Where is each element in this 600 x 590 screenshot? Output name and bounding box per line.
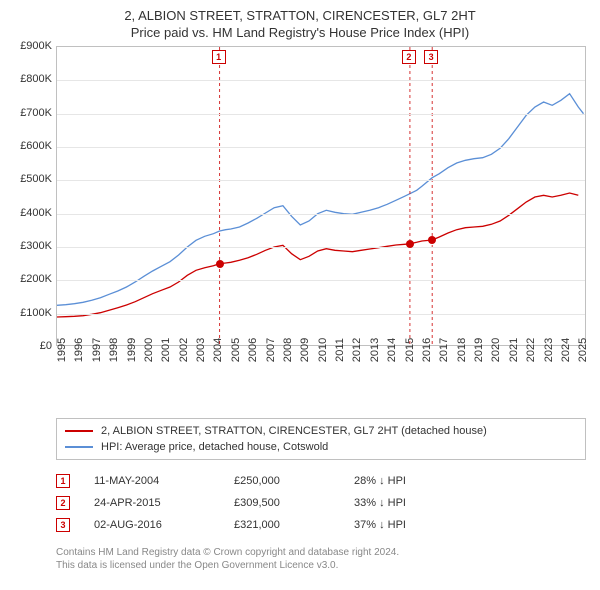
x-tick-label: 2005: [230, 338, 242, 362]
marker-dot: [428, 236, 436, 244]
y-tick-label: £0: [10, 340, 52, 352]
x-tick-label: 2021: [508, 338, 520, 362]
x-tick-label: 2009: [299, 338, 311, 362]
x-tick-label: 2024: [560, 338, 572, 362]
x-tick-label: 2018: [456, 338, 468, 362]
series-line-hpi: [57, 94, 584, 306]
legend-label-hpi: HPI: Average price, detached house, Cots…: [101, 441, 328, 453]
x-tick-label: 2010: [317, 338, 329, 362]
transaction-marker: 3: [56, 518, 70, 532]
gridline: [57, 247, 585, 248]
x-tick-label: 1997: [91, 338, 103, 362]
y-tick-label: £600K: [10, 140, 52, 152]
legend-label-property: 2, ALBION STREET, STRATTON, CIRENCESTER,…: [101, 425, 487, 437]
gridline: [57, 280, 585, 281]
legend-row-property: 2, ALBION STREET, STRATTON, CIRENCESTER,…: [65, 423, 577, 439]
transaction-date: 02-AUG-2016: [94, 519, 234, 531]
chart-area: £0 £100K £200K £300K £400K £500K £600K £700K £80…: [10, 46, 590, 376]
legend-swatch-property: [65, 430, 93, 432]
x-tick-label: 2025: [577, 338, 589, 362]
x-tick-label: 2003: [195, 338, 207, 362]
x-tick-label: 2007: [265, 338, 277, 362]
x-tick-label: 2008: [282, 338, 294, 362]
x-tick-label: 2023: [543, 338, 555, 362]
transaction-marker: 1: [56, 474, 70, 488]
transaction-price: £309,500: [234, 497, 354, 509]
x-tick-label: 2019: [473, 338, 485, 362]
lines-layer: [57, 47, 585, 345]
marker-dot: [406, 240, 414, 248]
x-tick-label: 2011: [334, 338, 346, 362]
x-tick-label: 2020: [490, 338, 502, 362]
x-tick-label: 1999: [126, 338, 138, 362]
x-tick-label: 2012: [351, 338, 363, 362]
y-tick-label: £300K: [10, 240, 52, 252]
x-tick-label: 2000: [143, 338, 155, 362]
marker-dot: [216, 260, 224, 268]
marker-box: 2: [402, 50, 416, 64]
x-tick-label: 2015: [404, 338, 416, 362]
marker-box: 3: [424, 50, 438, 64]
gridline: [57, 180, 585, 181]
x-tick-label: 2014: [386, 338, 398, 362]
transaction-row: 2 24-APR-2015 £309,500 33% ↓ HPI: [56, 492, 586, 514]
transactions-table: 1 11-MAY-2004 £250,000 28% ↓ HPI 2 24-AP…: [56, 470, 586, 536]
title-block: 2, ALBION STREET, STRATTON, CIRENCESTER,…: [10, 8, 590, 40]
y-tick-label: £400K: [10, 207, 52, 219]
title-sub: Price paid vs. HM Land Registry's House …: [10, 25, 590, 40]
y-tick-label: £900K: [10, 40, 52, 52]
footer: Contains HM Land Registry data © Crown c…: [56, 546, 586, 572]
x-tick-label: 2004: [212, 338, 224, 362]
legend-swatch-hpi: [65, 446, 93, 448]
transaction-delta: 37% ↓ HPI: [354, 519, 454, 531]
transaction-row: 3 02-AUG-2016 £321,000 37% ↓ HPI: [56, 514, 586, 536]
gridline: [57, 214, 585, 215]
gridline: [57, 80, 585, 81]
title-main: 2, ALBION STREET, STRATTON, CIRENCESTER,…: [10, 8, 590, 23]
y-tick-label: £500K: [10, 173, 52, 185]
gridline: [57, 314, 585, 315]
gridline: [57, 114, 585, 115]
transaction-price: £321,000: [234, 519, 354, 531]
transaction-delta: 28% ↓ HPI: [354, 475, 454, 487]
footer-line-2: This data is licensed under the Open Gov…: [56, 559, 586, 572]
y-tick-label: £700K: [10, 107, 52, 119]
y-tick-label: £100K: [10, 307, 52, 319]
x-tick-label: 2022: [525, 338, 537, 362]
gridline: [57, 147, 585, 148]
footer-line-1: Contains HM Land Registry data © Crown c…: [56, 546, 586, 559]
x-tick-label: 2013: [369, 338, 381, 362]
y-tick-label: £800K: [10, 73, 52, 85]
x-tick-label: 1998: [108, 338, 120, 362]
marker-box: 1: [212, 50, 226, 64]
y-tick-label: £200K: [10, 273, 52, 285]
plot-area: [56, 46, 586, 346]
transaction-marker: 2: [56, 496, 70, 510]
chart-container: 2, ALBION STREET, STRATTON, CIRENCESTER,…: [0, 0, 600, 590]
x-tick-label: 2002: [178, 338, 190, 362]
transaction-date: 11-MAY-2004: [94, 475, 234, 487]
legend-row-hpi: HPI: Average price, detached house, Cots…: [65, 439, 577, 455]
x-tick-label: 1996: [73, 338, 85, 362]
x-tick-label: 2017: [438, 338, 450, 362]
x-tick-label: 2006: [247, 338, 259, 362]
x-tick-label: 2016: [421, 338, 433, 362]
x-tick-label: 2001: [160, 338, 172, 362]
transaction-date: 24-APR-2015: [94, 497, 234, 509]
transaction-price: £250,000: [234, 475, 354, 487]
legend: 2, ALBION STREET, STRATTON, CIRENCESTER,…: [56, 418, 586, 460]
series-line-property: [57, 193, 578, 317]
x-tick-label: 1995: [56, 338, 68, 362]
transaction-delta: 33% ↓ HPI: [354, 497, 454, 509]
transaction-row: 1 11-MAY-2004 £250,000 28% ↓ HPI: [56, 470, 586, 492]
